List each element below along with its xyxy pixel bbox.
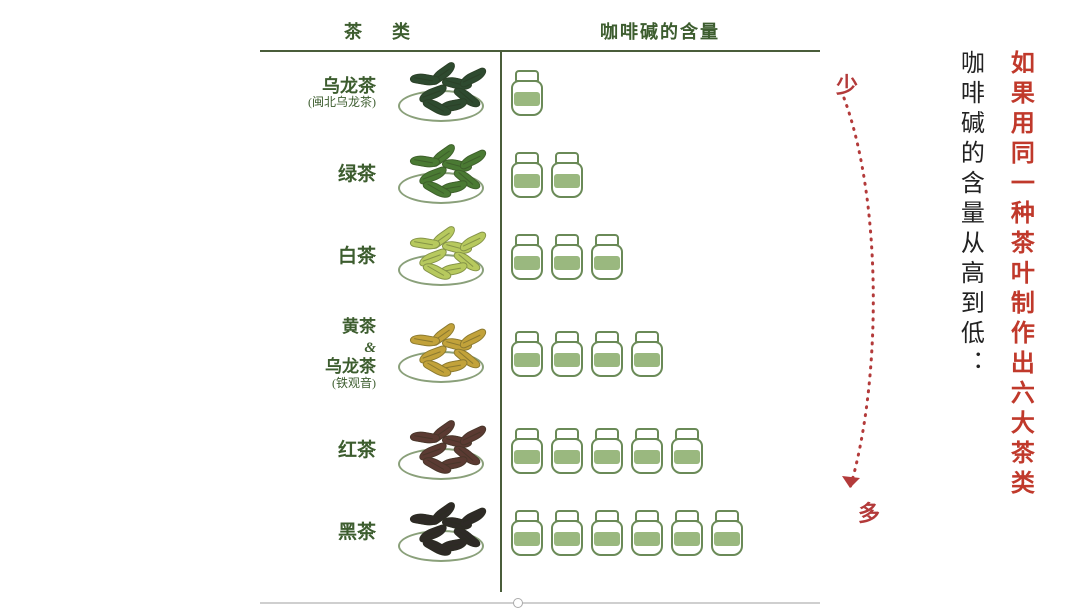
row-sublabel: (铁观音) [260,377,376,391]
jar-icon [588,232,626,282]
row-label: 乌龙茶(闽北乌龙茶) [260,76,382,110]
jar-icon [508,68,546,118]
plate-cell [382,144,500,206]
jars-cell [500,508,820,558]
arrow-dotted [832,80,892,520]
jar-icon [588,508,626,558]
plate-cell [382,502,500,564]
jar-icon [548,508,586,558]
jars-cell [500,150,820,200]
jar-icon [588,329,626,379]
table-headers: 茶 类 咖啡碱的含量 [260,12,820,50]
infographic-stage: 茶 类 咖啡碱的含量 乌龙茶(闽北乌龙茶) 绿茶白茶黄茶&乌龙茶(铁观音) 红茶黑茶 [260,12,820,592]
jar-icon [668,426,706,476]
jars-cell [500,232,820,282]
jar-icon [548,426,586,476]
table-row: 乌龙茶(闽北乌龙茶) [260,52,820,134]
jars-cell [500,426,820,476]
jar-icon [508,150,546,200]
jar-icon [508,329,546,379]
seek-knob[interactable] [513,598,523,608]
table-row: 红茶 [260,410,820,492]
plate-cell [382,226,500,288]
tea-plate-icon [398,502,484,564]
table-row: 黄茶&乌龙茶(铁观音) [260,298,820,410]
vertical-text-red: 如果用同一种茶叶制作出六大茶类 [1000,50,1038,500]
jar-icon [548,150,586,200]
jars-cell [500,329,820,379]
arrow-label-more: 多 [858,496,880,528]
tea-plate-icon [398,323,484,385]
jar-icon [628,426,666,476]
table-row: 绿茶 [260,134,820,216]
header-caffeine: 咖啡碱的含量 [500,18,820,44]
seek-track [260,602,820,604]
jar-icon [508,508,546,558]
tea-plate-icon [398,420,484,482]
seek-bar[interactable] [260,598,820,608]
tea-plate-icon [398,144,484,206]
table-row: 黑茶 [260,492,820,574]
vertical-text-black: 咖啡碱的含量从高到低： [950,50,988,380]
row-label: 黑茶 [260,522,382,544]
tea-plate-icon [398,62,484,124]
jar-icon [628,329,666,379]
jar-icon [548,329,586,379]
jar-icon [588,426,626,476]
jar-icon [548,232,586,282]
jar-icon [668,508,706,558]
header-tea-type: 茶 类 [260,18,500,44]
table-row: 白茶 [260,216,820,298]
row-label: 红茶 [260,440,382,462]
row-label: 绿茶 [260,164,382,186]
row-sublabel: (闽北乌龙茶) [260,96,376,110]
jar-icon [508,426,546,476]
row-label: 黄茶&乌龙茶(铁观音) [260,317,382,390]
plate-cell [382,62,500,124]
jars-cell [500,68,820,118]
arrow-label-less: 少 [836,68,858,100]
jar-icon [708,508,746,558]
plate-cell [382,323,500,385]
plate-cell [382,420,500,482]
row-label: 白茶 [260,246,382,268]
jar-icon [508,232,546,282]
jar-icon [628,508,666,558]
rows-container: 乌龙茶(闽北乌龙茶) 绿茶白茶黄茶&乌龙茶(铁观音) 红茶黑茶 [260,52,820,574]
tea-plate-icon [398,226,484,288]
